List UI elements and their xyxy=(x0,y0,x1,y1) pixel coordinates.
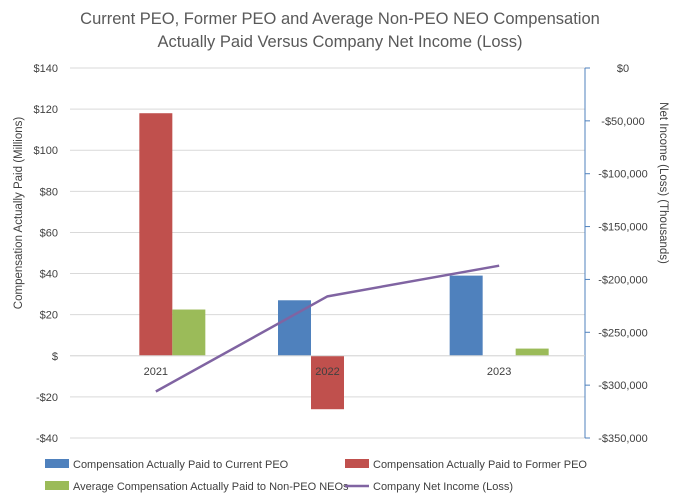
y-tick-8: $120 xyxy=(34,104,58,116)
y-tick-1: -$20 xyxy=(36,392,58,404)
y2-tick-2: -$250,000 xyxy=(598,327,648,339)
legend-swatch-compensation-actually-paid-to-former-peo xyxy=(345,459,369,468)
y-tick-5: $60 xyxy=(40,227,58,239)
y-axis-title: Compensation Actually Paid (Millions) xyxy=(13,117,25,310)
y2-tick-3: -$200,000 xyxy=(598,274,648,286)
legend: Compensation Actually Paid to Current PE… xyxy=(45,459,587,493)
net-income-line xyxy=(155,264,500,393)
y2-tick-4: -$150,000 xyxy=(598,222,648,234)
y-tick-2: $ xyxy=(52,351,58,363)
chart-title: Current PEO, Former PEO and Average Non-… xyxy=(80,10,600,51)
x-tick-labels: 2021 2022 2023 xyxy=(144,366,512,378)
legend-label-compensation-actually-paid-to-former-peo: Compensation Actually Paid to Former PEO xyxy=(373,459,587,471)
x-tick-2022: 2022 xyxy=(315,366,339,378)
legend-swatch-compensation-actually-paid-to-current-peo xyxy=(45,459,69,468)
legend-swatch-average-compensation-actually-paid-to-non-peo-neos xyxy=(45,481,69,490)
y-tick-6: $80 xyxy=(40,186,58,198)
bar-compensation-actually-paid-to-current-peo-2023 xyxy=(449,275,483,356)
y-tick-0: -$40 xyxy=(36,433,58,445)
axes xyxy=(70,67,590,439)
y2-tick-labels: -$350,000 -$300,000 -$250,000 -$200,000 -$15… xyxy=(598,63,648,445)
x-tick-2023: 2023 xyxy=(487,366,511,378)
y-tick-labels: -$40 -$20 $ $20 $40 $60 $80 $100 $120 $140 xyxy=(34,63,58,445)
bar-compensation-actually-paid-to-former-peo-2021 xyxy=(139,113,173,356)
chart-title-line-2: Actually Paid Versus Company Net Income … xyxy=(158,33,523,51)
net-income-line-group xyxy=(155,264,500,393)
y-tick-4: $40 xyxy=(40,269,58,281)
bars xyxy=(139,113,549,410)
bar-average-compensation-actually-paid-to-non-peo-neos-2021 xyxy=(172,309,206,356)
y-tick-3: $20 xyxy=(40,310,58,322)
legend-label-compensation-actually-paid-to-current-peo: Compensation Actually Paid to Current PE… xyxy=(73,459,289,471)
y2-tick-5: -$100,000 xyxy=(598,169,648,181)
y-tick-7: $100 xyxy=(34,145,58,157)
bar-compensation-actually-paid-to-former-peo-2022 xyxy=(311,355,344,410)
legend-label-company-net-income-loss-: Company Net Income (Loss) xyxy=(373,481,513,493)
y2-tick-1: -$300,000 xyxy=(598,380,648,392)
x-tick-2021: 2021 xyxy=(144,366,168,378)
y2-axis-title: Net Income (Loss) (Thousands) xyxy=(657,102,669,264)
bar-average-compensation-actually-paid-to-non-peo-neos-2023 xyxy=(515,348,549,356)
y2-tick-0: -$350,000 xyxy=(598,433,648,445)
chart-title-line-1: Current PEO, Former PEO and Average Non-… xyxy=(80,10,600,28)
y2-tick-7: $0 xyxy=(617,63,629,75)
y-tick-9: $140 xyxy=(34,63,58,75)
y2-tick-6: -$50,000 xyxy=(601,116,644,128)
legend-label-average-compensation-actually-paid-to-non-peo-neos: Average Compensation Actually Paid to No… xyxy=(73,481,349,493)
